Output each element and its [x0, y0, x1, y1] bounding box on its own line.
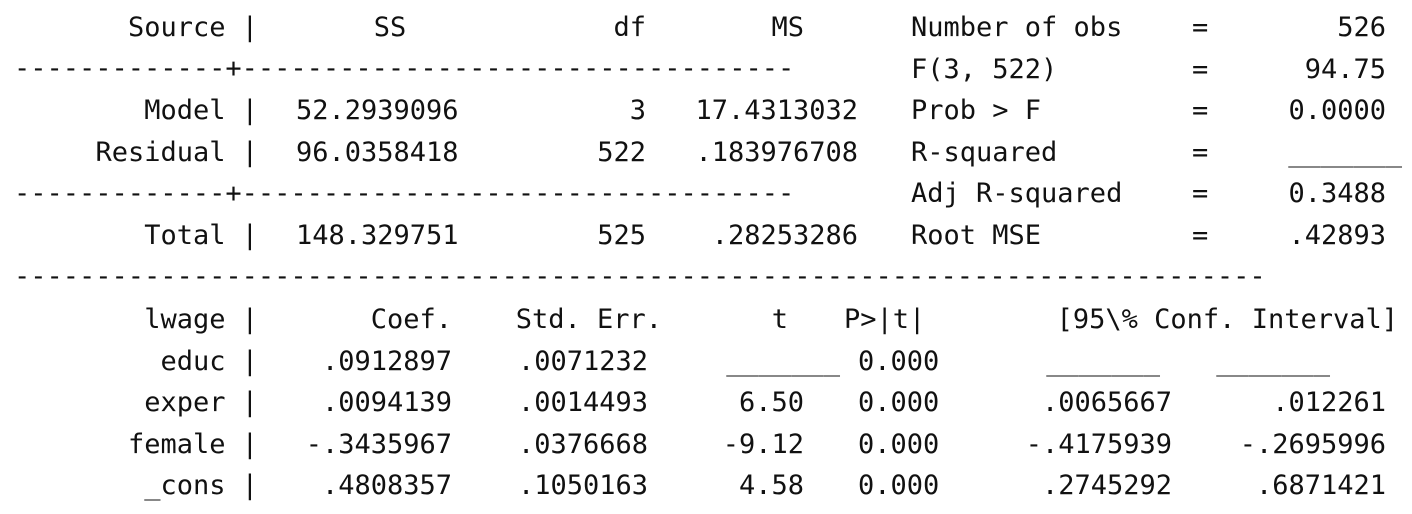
anova-row-total-ms: .28253286 — [711, 220, 858, 251]
anova-row-model-ss: 52.2939096 — [296, 95, 459, 126]
stat-eq-adjrsq: = — [1192, 178, 1209, 209]
coef-row-cons-hi: .6871421 — [1255, 470, 1386, 501]
coef-row-educ-hi-blank: _______ — [1216, 346, 1330, 377]
anova-header-ms: MS — [771, 12, 804, 43]
coef-header-t: t — [771, 304, 788, 335]
coef-row-exper-se: .0014493 — [517, 387, 648, 418]
coef-header-coef: Coef. — [370, 304, 452, 335]
coef-row-female-var: female | — [127, 429, 258, 460]
coef-row-exper-hi: .012261 — [1272, 387, 1386, 418]
anova-row-model-ms: 17.4313032 — [695, 95, 858, 126]
coef-row-cons-coef: .4808357 — [321, 470, 452, 501]
coef-row-female-p: 0.000 — [858, 429, 940, 460]
coef-row-educ-p: 0.000 — [858, 346, 940, 377]
anova-row-total-source: Total | — [144, 220, 258, 251]
coef-header-p: P>|t| — [844, 304, 926, 335]
stat-value-rsq-blank: _______ — [1288, 137, 1402, 168]
anova-row-total-ss: 148.329751 — [296, 220, 459, 251]
coef-row-cons-p: 0.000 — [858, 470, 940, 501]
coef-row-female-se: .0376668 — [517, 429, 648, 460]
coef-row-exper-t: 6.50 — [738, 387, 804, 418]
coef-row-female-coef: -.3435967 — [305, 429, 452, 460]
anova-rule-mid: -------------+--------------------------… — [14, 180, 795, 207]
coef-row-cons-t: 4.58 — [738, 470, 804, 501]
stat-eq-f: = — [1192, 54, 1209, 85]
anova-header-ss: SS — [373, 12, 407, 43]
coef-row-exper-lo: .0065667 — [1041, 387, 1172, 418]
anova-row-residual-ss: 96.0358418 — [296, 137, 459, 168]
anova-row-model-df: 3 — [629, 95, 646, 126]
stat-label-rsq: R-squared — [911, 137, 1058, 168]
coef-row-exper-p: 0.000 — [858, 387, 940, 418]
coef-row-educ-se: .0071232 — [517, 346, 648, 377]
coef-rule-top: ----------------------------------------… — [14, 263, 1266, 290]
stat-value-f: 94.75 — [1304, 54, 1386, 85]
coef-header-ci: [95\% Conf. Interval] — [1056, 304, 1398, 335]
coef-row-cons-se: .1050163 — [517, 470, 648, 501]
stat-eq-probf: = — [1192, 95, 1209, 126]
stat-value-nobs: 526 — [1337, 12, 1386, 43]
stat-eq-rootmse: = — [1192, 220, 1209, 251]
stat-label-rootmse: Root MSE — [911, 220, 1042, 251]
stat-label-adjrsq: Adj R-squared — [911, 178, 1123, 209]
coef-row-educ-lo-blank: _______ — [1046, 346, 1160, 377]
stat-value-rootmse: .42893 — [1288, 220, 1386, 251]
stat-label-nobs: Number of obs — [911, 12, 1123, 43]
anova-row-residual-df: 522 — [597, 137, 646, 168]
coef-header-se: Std. Err. — [515, 304, 662, 335]
stat-label-probf: Prob > F — [911, 95, 1042, 126]
coef-row-female-t: -9.12 — [722, 429, 804, 460]
anova-row-model-source: Model | — [144, 95, 258, 126]
anova-rule-top: -------------+--------------------------… — [14, 55, 795, 82]
coef-row-female-lo: -.4175939 — [1025, 429, 1172, 460]
stat-value-probf: 0.0000 — [1288, 95, 1386, 126]
anova-row-residual-source: Residual | — [95, 137, 258, 168]
anova-row-residual-ms: .183976708 — [695, 137, 858, 168]
coef-row-cons-var: _cons | — [144, 470, 258, 501]
coef-row-educ-t-blank: _______ — [726, 346, 840, 377]
anova-row-total-df: 525 — [597, 220, 646, 251]
coef-header-var: lwage | — [144, 304, 258, 335]
stat-eq-rsq: = — [1192, 137, 1209, 168]
stat-label-f: F(3, 522) — [911, 54, 1058, 85]
coef-row-exper-var: exper | — [144, 387, 258, 418]
anova-header-source: Source | — [127, 12, 258, 43]
stat-eq-nobs: = — [1192, 12, 1209, 43]
stat-value-adjrsq: 0.3488 — [1288, 178, 1386, 209]
coef-row-educ-var: educ | — [160, 346, 258, 377]
coef-row-exper-coef: .0094139 — [321, 387, 452, 418]
coef-row-female-hi: -.2695996 — [1239, 429, 1386, 460]
coef-row-cons-lo: .2745292 — [1041, 470, 1172, 501]
anova-header-df: df — [613, 12, 646, 43]
coef-row-educ-coef: .0912897 — [321, 346, 452, 377]
